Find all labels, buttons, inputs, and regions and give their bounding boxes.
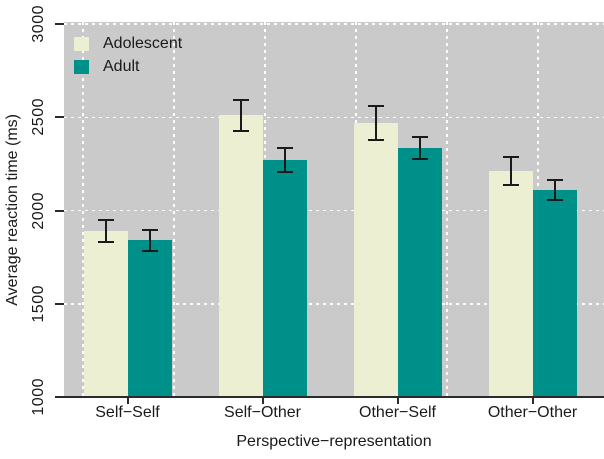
gridline-horizontal-1500 [64, 303, 604, 305]
y-axis-title-text: Average reaction time (ms) [4, 113, 21, 306]
legend-swatch-adolescent [74, 37, 89, 51]
bar-adult-other-other [532, 189, 577, 397]
error-bar-adolescent-self-self [104, 219, 107, 243]
bar-adult-self-self [127, 240, 172, 397]
x-tick-label-self-self: Self−Self [95, 404, 160, 421]
error-cap-lower [546, 199, 563, 202]
error-cap-lower [97, 241, 114, 244]
error-bar-adult-self-self [148, 230, 151, 251]
gridline-vertical-2 [173, 22, 175, 397]
gridline-vertical-1 [82, 22, 84, 397]
y-tick-label-text: 2500 [30, 98, 47, 137]
error-cap-upper [276, 147, 293, 150]
error-cap-lower [367, 138, 384, 141]
x-tick-other-self [396, 398, 399, 404]
error-cap-upper [97, 218, 114, 221]
y-tick-3000 [55, 23, 64, 25]
legend-label-adult: Adult [103, 58, 140, 75]
bar-adult-other-self [397, 148, 442, 397]
legend-item-adult: Adult [74, 58, 182, 76]
bar-adolescent-other-other [488, 171, 533, 397]
y-tick-label-text: 3000 [30, 5, 47, 43]
error-bar-adult-self-other [283, 148, 286, 173]
error-cap-lower [276, 171, 293, 174]
error-bar-adolescent-self-other [239, 99, 242, 132]
x-tick-self-self [126, 398, 129, 404]
error-cap-upper [546, 178, 563, 181]
y-tick-2500 [55, 116, 64, 119]
bar-adolescent-self-self [83, 231, 128, 397]
plot-area: Adolescent Adult [64, 22, 604, 397]
legend-item-adolescent: Adolescent [74, 35, 182, 53]
x-tick-label-other-self: Other−Self [359, 404, 436, 421]
y-tick-label-text: 2000 [30, 191, 47, 230]
error-bar-adult-other-self [418, 136, 421, 160]
y-tick-label-text: 1500 [30, 284, 47, 323]
error-cap-lower [232, 130, 249, 133]
x-tick-label-self-other: Self−Other [224, 404, 301, 421]
error-bar-adolescent-other-self [374, 106, 377, 140]
error-cap-lower [141, 249, 158, 252]
y-tick-label-2000: 2000 [26, 171, 52, 251]
y-tick-2000 [55, 209, 64, 212]
bar-adult-self-other [262, 160, 307, 397]
gridline-horizontal-2500 [64, 116, 604, 118]
y-tick-label-text: 1000 [30, 378, 47, 416]
y-tick-label-3000: 3000 [26, 0, 52, 64]
error-cap-upper [411, 135, 428, 138]
gridline-horizontal-3000 [64, 23, 604, 25]
bar-adolescent-other-self [353, 122, 398, 397]
error-cap-lower [502, 184, 519, 187]
y-tick-1000 [55, 396, 64, 398]
x-axis-title: Perspective−representation [236, 433, 432, 450]
x-tick-label-other-other: Other−Other [487, 404, 578, 421]
x-tick-self-other [261, 398, 264, 404]
error-cap-upper [141, 229, 158, 232]
error-cap-lower [411, 158, 428, 161]
legend-label-adolescent: Adolescent [103, 35, 183, 52]
error-cap-upper [502, 156, 519, 159]
error-bar-adult-other-other [553, 179, 556, 201]
legend: Adolescent Adult [74, 35, 182, 76]
error-cap-upper [367, 105, 384, 108]
y-axis-title: Average reaction time (ms) [0, 22, 26, 397]
gridline-vertical-5 [446, 22, 448, 397]
y-tick-label-2500: 2500 [26, 77, 52, 157]
bar-adolescent-self-other [218, 115, 263, 397]
x-axis-line [55, 396, 604, 398]
error-bar-adolescent-other-other [509, 157, 512, 186]
y-tick-label-1000: 1000 [26, 357, 52, 437]
legend-swatch-adult [74, 60, 89, 74]
x-tick-other-other [531, 398, 534, 404]
gridline-horizontal-2000 [64, 209, 604, 212]
error-cap-upper [232, 98, 249, 101]
y-tick-label-1500: 1500 [26, 264, 52, 344]
y-tick-1500 [55, 302, 64, 305]
